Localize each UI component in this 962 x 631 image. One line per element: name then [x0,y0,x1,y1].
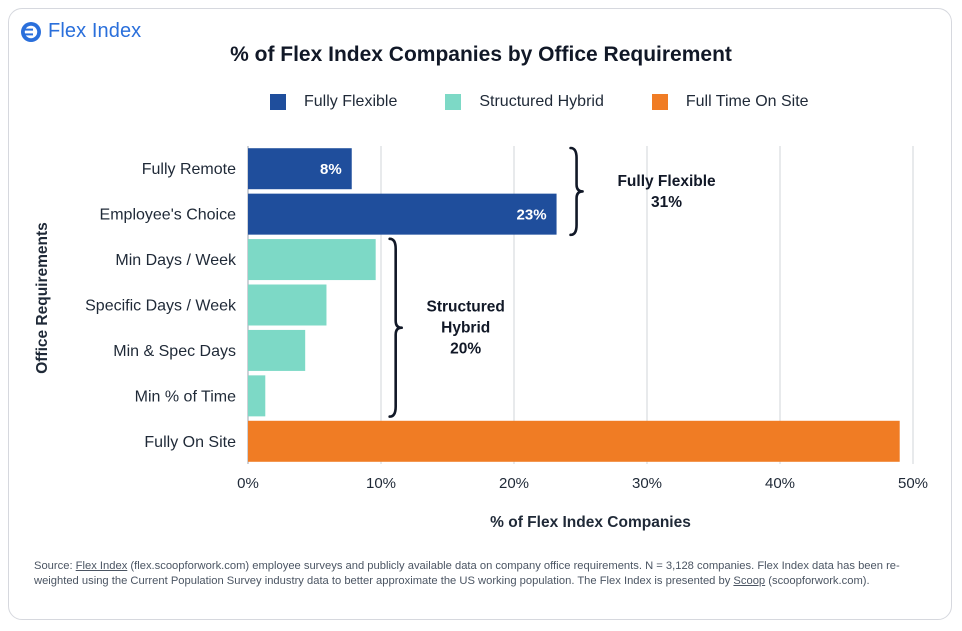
category-label: Min & Spec Days [113,343,236,360]
group-annotation-label: Hybrid [441,320,490,337]
legend-item: Structured Hybrid [445,93,604,111]
data-label: 23% [517,207,547,224]
x-tick-label: 10% [366,475,396,492]
source-suffix: (scoopforwork.com). [765,575,870,587]
group-annotation-label: Fully Flexible [617,173,716,190]
bar [248,148,352,190]
bar [248,284,327,326]
x-tick-label: 50% [898,475,928,492]
legend-swatch [445,94,462,110]
source-prefix: Source: [34,560,76,572]
x-axis-title: % of Flex Index Companies [490,514,691,531]
chart-card [8,8,952,620]
x-tick-label: 20% [499,475,529,492]
legend-label: Full Time On Site [685,93,809,110]
category-label: Min % of Time [135,388,236,405]
source-note: Source: Flex Index (flex.scoopforwork.co… [34,559,934,589]
legend-item: Full Time On Site [651,93,809,111]
data-label: 8% [320,161,342,178]
category-label: Fully Remote [142,161,236,178]
brand-logo[interactable]: Flex Index [20,20,141,43]
category-label: Employee's Choice [100,207,237,224]
group-annotation-label: Structured [426,299,504,316]
legend-item: Fully Flexible [270,93,397,111]
chart-title: % of Flex Index Companies by Office Requ… [230,43,732,66]
group-annotation-label: 31% [651,194,682,211]
legend-swatch [270,94,286,110]
source-link-flex-index[interactable]: Flex Index [75,560,128,572]
legend-label: Structured Hybrid [479,93,604,110]
x-tick-label: 0% [237,475,259,492]
flex-index-logo-icon [21,21,41,42]
category-label: Fully On Site [144,434,236,451]
x-tick-label: 30% [632,475,662,492]
group-annotation-label: 20% [450,341,481,358]
bar [248,329,306,371]
chart-legend: Fully Flexible Structured Hybrid Full Time… [270,93,857,111]
logo-text: Flex Index [48,20,142,42]
legend-label: Fully Flexible [304,93,398,110]
bar [248,375,266,417]
legend-swatch [651,94,668,110]
group-brace [569,146,584,237]
category-label: Specific Days / Week [85,298,237,315]
source-link-scoop[interactable]: Scoop [733,575,766,587]
bar [248,239,376,281]
bar [248,193,557,235]
source-middle: (flex.scoopforwork.com) employee surveys… [34,560,900,587]
group-brace [388,237,403,418]
bar [248,420,900,462]
x-tick-label: 40% [765,475,795,492]
category-label: Min Days / Week [115,252,237,269]
y-axis-title: Office Requirements [34,222,51,374]
